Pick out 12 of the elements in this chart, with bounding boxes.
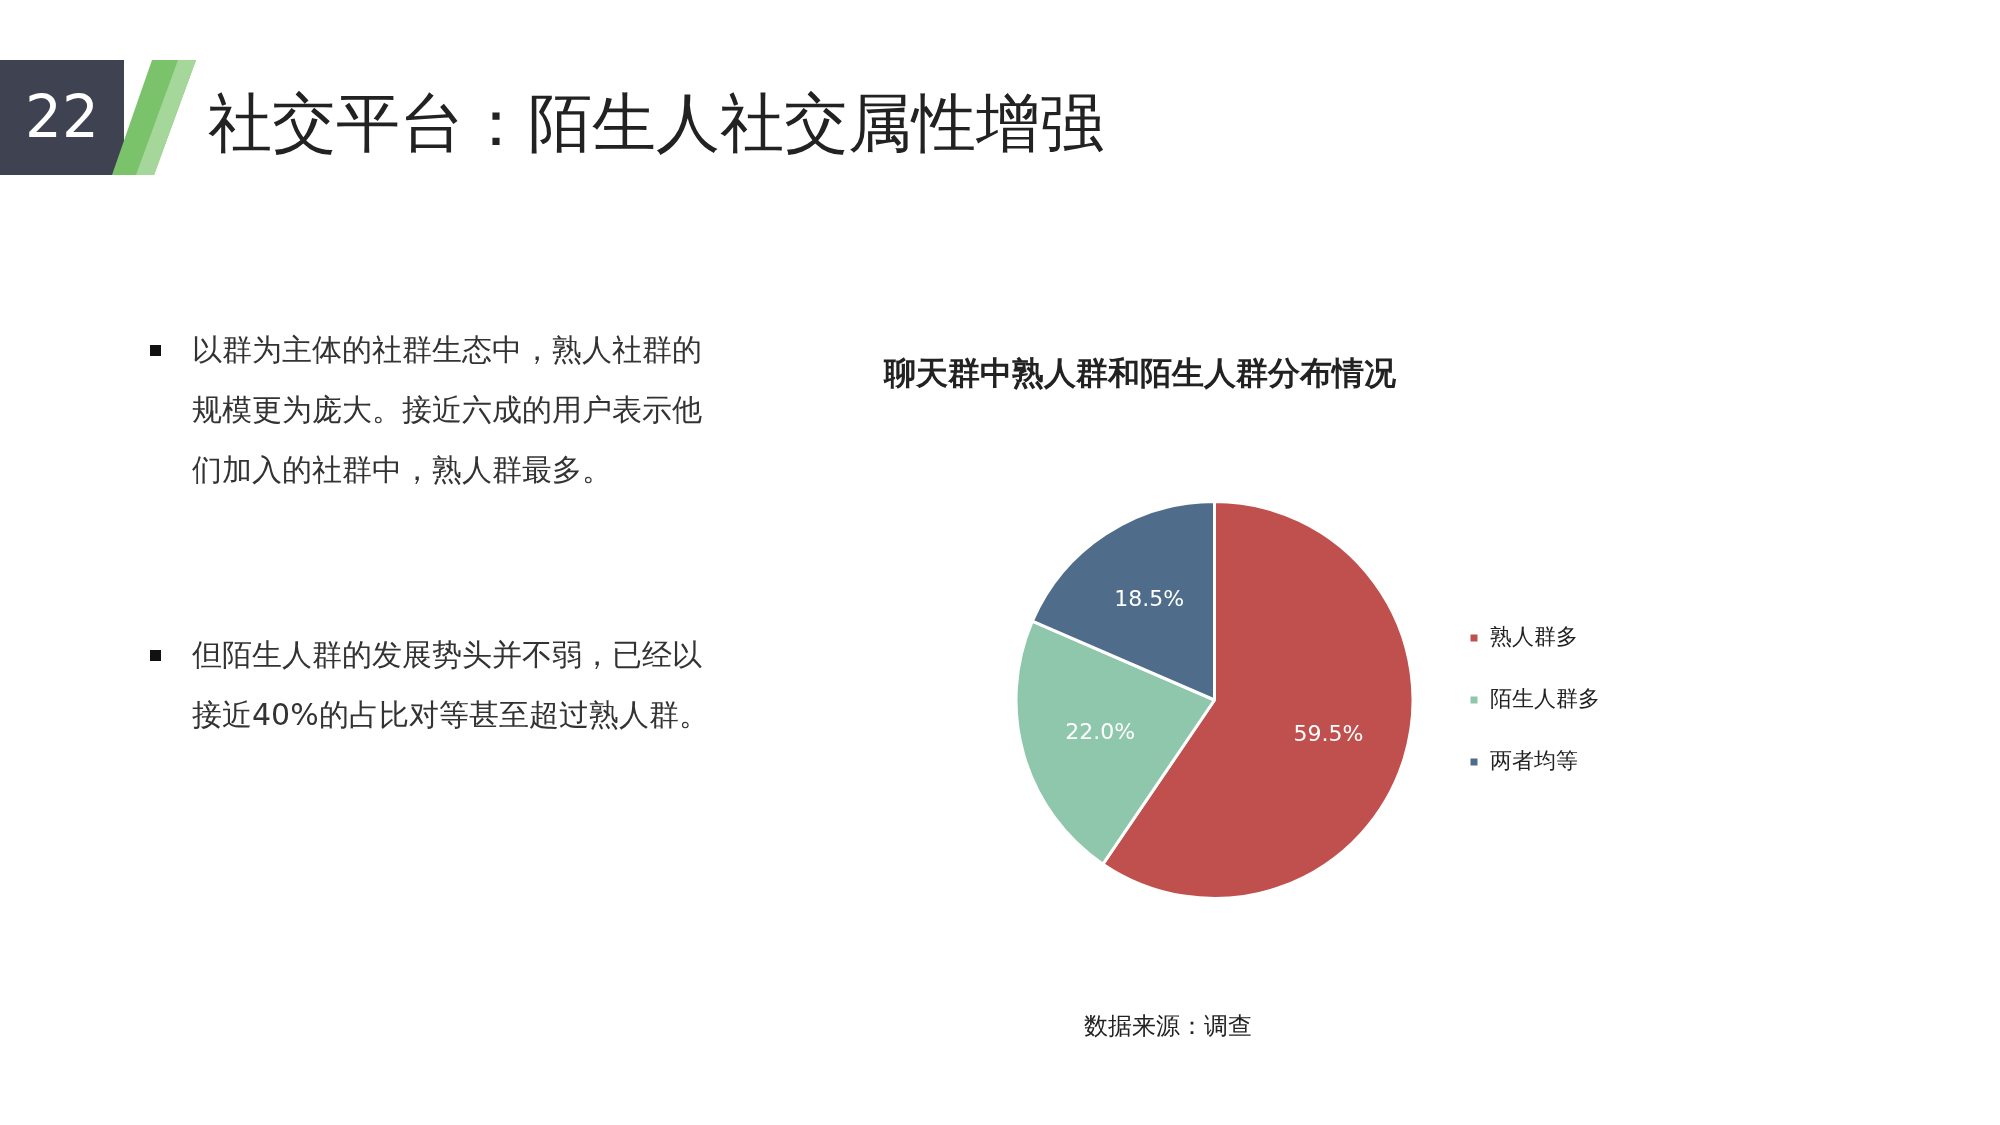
- legend-label: 两者均等: [1490, 747, 1578, 773]
- text: 22: [0, 60, 124, 175]
- legend-label: 陌生人群多: [1490, 685, 1600, 711]
- data-label: 22.0%: [1065, 718, 1136, 744]
- data-label: 59.5%: [1293, 720, 1364, 746]
- text: 但陌生人群的发展势头并不弱，已经以接近40%的占比对等甚至超过熟人群。: [150, 625, 722, 745]
- chart-subtitle: 聊天群中熟人群和陌生人群分布情况: [882, 353, 1397, 394]
- text: 以群为主体的社群生态中，熟人社群的规模更为庞大。接近六成的用户表示他们加入的社群中，熟人群最多。: [150, 320, 722, 500]
- legend-label: 熟人群多: [1490, 623, 1578, 649]
- chart-title: 社交平台：陌生人社交属性增强: [208, 86, 1104, 160]
- data-label: 18.5%: [1114, 586, 1185, 612]
- source-note: 数据来源：调查: [1084, 1011, 1252, 1042]
